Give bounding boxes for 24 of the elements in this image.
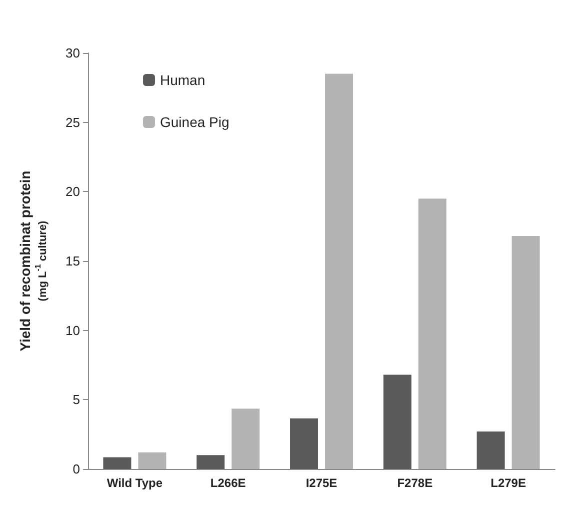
bar (325, 74, 353, 469)
bar (290, 418, 318, 469)
x-tick-label: Wild Type (106, 476, 163, 490)
bar (232, 408, 260, 469)
legend-label: Human (160, 72, 206, 88)
bar (418, 198, 446, 469)
y-tick-label: 5 (72, 392, 80, 408)
y-tick-label: 0 (72, 462, 80, 476)
bar (512, 236, 540, 469)
y-tick-label: 10 (66, 322, 80, 338)
bar (138, 452, 166, 469)
x-tick-label: F278E (397, 476, 433, 490)
x-tick-label: I275E (306, 476, 338, 490)
y-tick-label: 15 (66, 254, 80, 268)
x-tick-label: L279E (490, 476, 526, 490)
bar (383, 374, 412, 469)
bar (196, 455, 225, 469)
bar (476, 432, 505, 469)
y-tick-label: 30 (66, 46, 80, 60)
y-tick-label: 25 (66, 114, 80, 130)
legend-label: Guinea Pig (160, 114, 230, 130)
bar (103, 457, 132, 469)
x-tick-label: L266E (210, 476, 246, 490)
y-tick-label: 20 (66, 184, 80, 200)
